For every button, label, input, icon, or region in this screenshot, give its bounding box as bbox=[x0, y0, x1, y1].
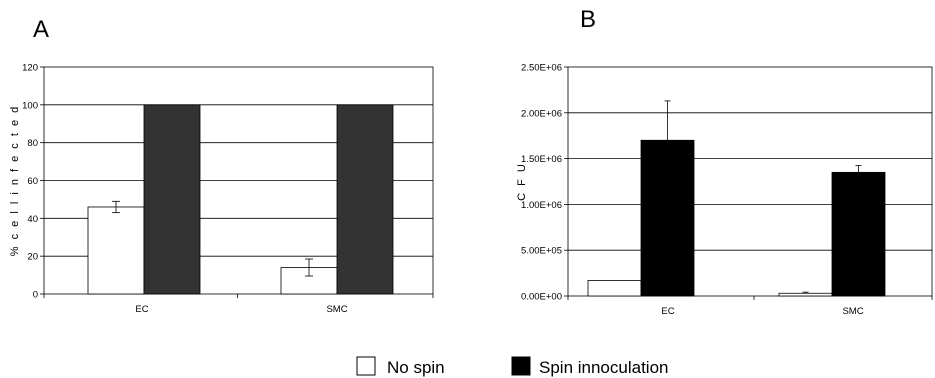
y-tick-label: 20 bbox=[27, 252, 38, 263]
y-tick-label: 120 bbox=[22, 63, 38, 74]
chart-panel-a: 0 20 40 60 80 100 120 % c e l l i n f e c t e d… bbox=[9, 63, 434, 315]
x-category-label: SMC bbox=[326, 304, 347, 315]
legend: No spin Spin innoculation bbox=[356, 356, 668, 377]
plot-frame bbox=[567, 66, 933, 297]
legend-label-no-spin: No spin bbox=[387, 358, 445, 377]
bar-spin-innoculation bbox=[831, 171, 886, 297]
y-tick-label: 1.50E+06 bbox=[521, 154, 562, 165]
bar-no-spin bbox=[778, 292, 833, 297]
y-tick-label: 5.00E+05 bbox=[521, 246, 562, 257]
y-tick-label: 0 bbox=[33, 290, 38, 301]
y-tick-label: 100 bbox=[22, 100, 38, 111]
y-tick-label: 40 bbox=[27, 214, 38, 225]
panel-b-letter: B bbox=[580, 6, 596, 33]
bar-spin-innoculation bbox=[336, 104, 394, 295]
y-tick-label: 60 bbox=[27, 176, 38, 187]
y-tick-label: 80 bbox=[27, 138, 38, 149]
y-tick-label: 1.00E+06 bbox=[521, 200, 562, 211]
panel-a-letter: A bbox=[33, 16, 49, 43]
y-axis-label: % c e l l i n f e c t e d bbox=[9, 105, 21, 257]
y-tick-label: 0.00E+00 bbox=[521, 292, 562, 303]
legend-label-spin-innoculation: Spin innoculation bbox=[539, 358, 668, 377]
x-category-label: EC bbox=[661, 306, 674, 317]
bar-no-spin bbox=[587, 280, 642, 297]
legend-swatch-spin-innoculation bbox=[511, 356, 531, 376]
chart-panel-b: 0.00E+00 5.00E+05 1.00E+06 1.50E+06 2.00E+06… bbox=[516, 63, 933, 317]
y-tick-label: 2.50E+06 bbox=[521, 63, 562, 74]
bar-spin-innoculation bbox=[143, 104, 201, 295]
y-axis-label: C F U bbox=[516, 162, 528, 201]
x-category-label: SMC bbox=[842, 306, 863, 317]
bar-no-spin bbox=[87, 206, 145, 295]
x-category-label: EC bbox=[135, 304, 148, 315]
bar-spin-innoculation bbox=[640, 139, 695, 297]
y-tick-label: 2.00E+06 bbox=[521, 108, 562, 119]
legend-swatch-no-spin bbox=[356, 356, 376, 376]
